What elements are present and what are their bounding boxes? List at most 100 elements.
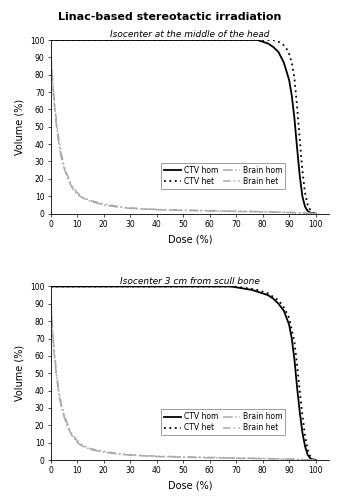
Legend: CTV hom, CTV het, Brain hom, Brain het: CTV hom, CTV het, Brain hom, Brain het [161, 410, 285, 436]
Brain het [75, 190, 79, 196]
Brain hom [115, 451, 119, 457]
Brain hom [314, 457, 318, 463]
CTV hom [295, 384, 299, 390]
CTV hom [300, 429, 304, 435]
Brain het [65, 170, 69, 176]
Line: Brain het: Brain het [51, 300, 318, 460]
Brain het [128, 452, 132, 458]
CTV hom [314, 210, 318, 216]
Brain hom [102, 202, 106, 208]
Brain het [59, 152, 63, 158]
Brain het [115, 204, 119, 210]
CTV het [284, 46, 288, 52]
Brain hom [208, 454, 212, 460]
CTV hom [306, 452, 310, 458]
CTV het [287, 51, 291, 57]
Brain hom [300, 210, 304, 216]
Brain het [57, 388, 61, 394]
CTV hom [308, 456, 312, 462]
Line: Brain het: Brain het [51, 54, 318, 214]
Brain het [62, 162, 66, 168]
Brain het [102, 201, 106, 207]
CTV hom [271, 296, 275, 302]
Line: CTV hom: CTV hom [51, 40, 316, 214]
Brain het [81, 442, 85, 448]
Brain hom [261, 456, 265, 462]
CTV het [298, 136, 302, 142]
Brain hom [155, 454, 159, 460]
Brain hom [57, 141, 61, 147]
Brain hom [234, 456, 238, 462]
CTV hom [234, 284, 238, 290]
CTV het [239, 284, 243, 290]
Line: CTV hom: CTV hom [51, 286, 316, 460]
CTV het [303, 190, 307, 196]
CTV het [314, 457, 318, 463]
CTV hom [287, 322, 291, 328]
Brain hom [62, 414, 66, 420]
CTV het [295, 362, 299, 368]
CTV hom [303, 204, 307, 210]
CTV hom [49, 37, 53, 43]
Y-axis label: Volume (%): Volume (%) [15, 345, 24, 402]
CTV hom [239, 285, 243, 291]
Brain het [314, 457, 318, 463]
Line: Brain hom: Brain hom [51, 54, 316, 214]
Brain het [128, 205, 132, 211]
Brain het [208, 208, 212, 214]
Brain het [65, 419, 69, 425]
CTV hom [261, 290, 265, 296]
CTV hom [266, 40, 270, 46]
Brain het [67, 178, 72, 184]
Brain hom [75, 440, 79, 446]
CTV hom [266, 292, 270, 298]
Brain hom [155, 206, 159, 212]
CTV het [300, 167, 304, 173]
CTV het [261, 288, 265, 294]
Brain hom [52, 92, 56, 98]
CTV hom [287, 77, 291, 83]
Brain het [54, 367, 58, 373]
Brain hom [128, 452, 132, 458]
CTV het [250, 286, 254, 292]
CTV het [303, 432, 307, 438]
Brain hom [54, 370, 58, 376]
CTV het [316, 457, 320, 463]
Brain hom [59, 155, 63, 161]
Brain hom [181, 454, 185, 460]
Brain hom [287, 456, 291, 462]
Brain hom [81, 195, 85, 201]
CTV hom [229, 284, 233, 290]
CTV het [266, 290, 270, 296]
CTV het [271, 294, 275, 300]
Brain hom [62, 166, 66, 172]
CTV hom [311, 456, 315, 462]
Brain hom [102, 449, 106, 455]
Brain hom [65, 172, 69, 178]
CTV hom [277, 49, 281, 55]
CTV het [255, 287, 259, 293]
CTV hom [271, 44, 275, 50]
CTV het [300, 412, 304, 418]
CTV hom [306, 208, 310, 214]
CTV het [292, 339, 296, 345]
X-axis label: Dose (%): Dose (%) [167, 234, 212, 244]
Brain hom [52, 344, 56, 350]
Brain het [287, 456, 291, 462]
Brain het [70, 183, 74, 189]
CTV het [308, 207, 312, 213]
CTV hom [255, 288, 259, 294]
CTV hom [290, 92, 294, 98]
Brain hom [70, 184, 74, 190]
CTV het [277, 38, 281, 44]
CTV het [277, 298, 281, 304]
Brain het [75, 438, 79, 444]
CTV hom [261, 38, 265, 44]
Brain het [59, 402, 63, 407]
Brain hom [115, 204, 119, 210]
Brain hom [300, 456, 304, 462]
CTV hom [298, 172, 302, 178]
Brain het [49, 51, 53, 57]
Brain het [102, 448, 106, 454]
CTV hom [49, 284, 53, 290]
